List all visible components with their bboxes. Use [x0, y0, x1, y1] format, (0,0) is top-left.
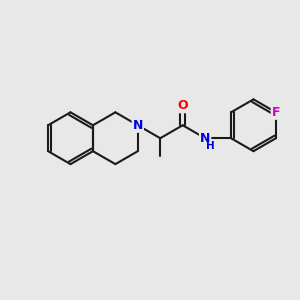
Text: O: O — [177, 99, 188, 112]
Text: H: H — [206, 141, 214, 151]
Text: F: F — [272, 106, 280, 119]
Text: N: N — [200, 132, 210, 145]
Text: N: N — [133, 119, 143, 132]
